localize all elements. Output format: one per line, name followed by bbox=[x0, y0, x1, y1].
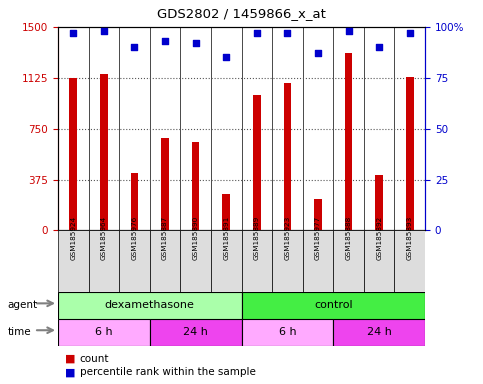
Text: control: control bbox=[314, 300, 353, 310]
Bar bbox=[161, 138, 169, 230]
Bar bbox=[180, 230, 211, 292]
Text: GSM185890: GSM185890 bbox=[193, 216, 199, 260]
Text: count: count bbox=[80, 354, 109, 364]
Text: GSM185976: GSM185976 bbox=[131, 216, 138, 260]
Bar bbox=[284, 83, 291, 230]
Text: GSM185893: GSM185893 bbox=[407, 216, 413, 260]
Point bbox=[161, 38, 169, 44]
Text: ■: ■ bbox=[65, 354, 76, 364]
Bar bbox=[130, 174, 138, 230]
Bar bbox=[303, 230, 333, 292]
Bar bbox=[58, 230, 88, 292]
Point bbox=[130, 44, 138, 50]
Bar bbox=[242, 292, 425, 319]
Bar bbox=[222, 194, 230, 230]
Bar bbox=[375, 175, 383, 230]
Text: ■: ■ bbox=[65, 367, 76, 377]
Text: GSM185964: GSM185964 bbox=[101, 216, 107, 260]
Text: GSM185889: GSM185889 bbox=[254, 216, 260, 260]
Bar bbox=[364, 230, 395, 292]
Bar bbox=[314, 199, 322, 230]
Bar bbox=[211, 230, 242, 292]
Text: 24 h: 24 h bbox=[367, 327, 392, 337]
Point bbox=[222, 55, 230, 61]
Text: 6 h: 6 h bbox=[95, 327, 113, 337]
Bar bbox=[333, 230, 364, 292]
Bar bbox=[242, 319, 333, 346]
Point bbox=[253, 30, 261, 36]
Bar bbox=[119, 230, 150, 292]
Point bbox=[345, 28, 353, 34]
Bar bbox=[333, 319, 425, 346]
Point bbox=[406, 30, 413, 36]
Point bbox=[314, 50, 322, 56]
Point bbox=[284, 30, 291, 36]
Bar bbox=[150, 319, 242, 346]
Bar bbox=[406, 77, 413, 230]
Text: GDS2802 / 1459866_x_at: GDS2802 / 1459866_x_at bbox=[157, 7, 326, 20]
Bar bbox=[70, 78, 77, 230]
Bar bbox=[253, 95, 261, 230]
Bar bbox=[192, 142, 199, 230]
Text: GSM185923: GSM185923 bbox=[284, 216, 290, 260]
Bar bbox=[100, 74, 108, 230]
Bar bbox=[88, 230, 119, 292]
Bar bbox=[242, 230, 272, 292]
Text: 24 h: 24 h bbox=[183, 327, 208, 337]
Text: GSM185887: GSM185887 bbox=[162, 216, 168, 260]
Point bbox=[100, 28, 108, 34]
Text: GSM185891: GSM185891 bbox=[223, 216, 229, 260]
Text: 6 h: 6 h bbox=[279, 327, 296, 337]
Text: percentile rank within the sample: percentile rank within the sample bbox=[80, 367, 256, 377]
Text: dexamethasone: dexamethasone bbox=[105, 300, 195, 310]
Text: time: time bbox=[7, 327, 31, 337]
Text: GSM185977: GSM185977 bbox=[315, 216, 321, 260]
Bar bbox=[58, 292, 242, 319]
Point bbox=[70, 30, 77, 36]
Point bbox=[375, 44, 383, 50]
Bar bbox=[345, 53, 353, 230]
Bar bbox=[272, 230, 303, 292]
Text: GSM185924: GSM185924 bbox=[70, 216, 76, 260]
Point bbox=[192, 40, 199, 46]
Text: agent: agent bbox=[7, 300, 37, 310]
Text: GSM185892: GSM185892 bbox=[376, 216, 382, 260]
Bar bbox=[58, 319, 150, 346]
Bar bbox=[150, 230, 180, 292]
Bar bbox=[395, 230, 425, 292]
Text: GSM185888: GSM185888 bbox=[345, 216, 352, 260]
